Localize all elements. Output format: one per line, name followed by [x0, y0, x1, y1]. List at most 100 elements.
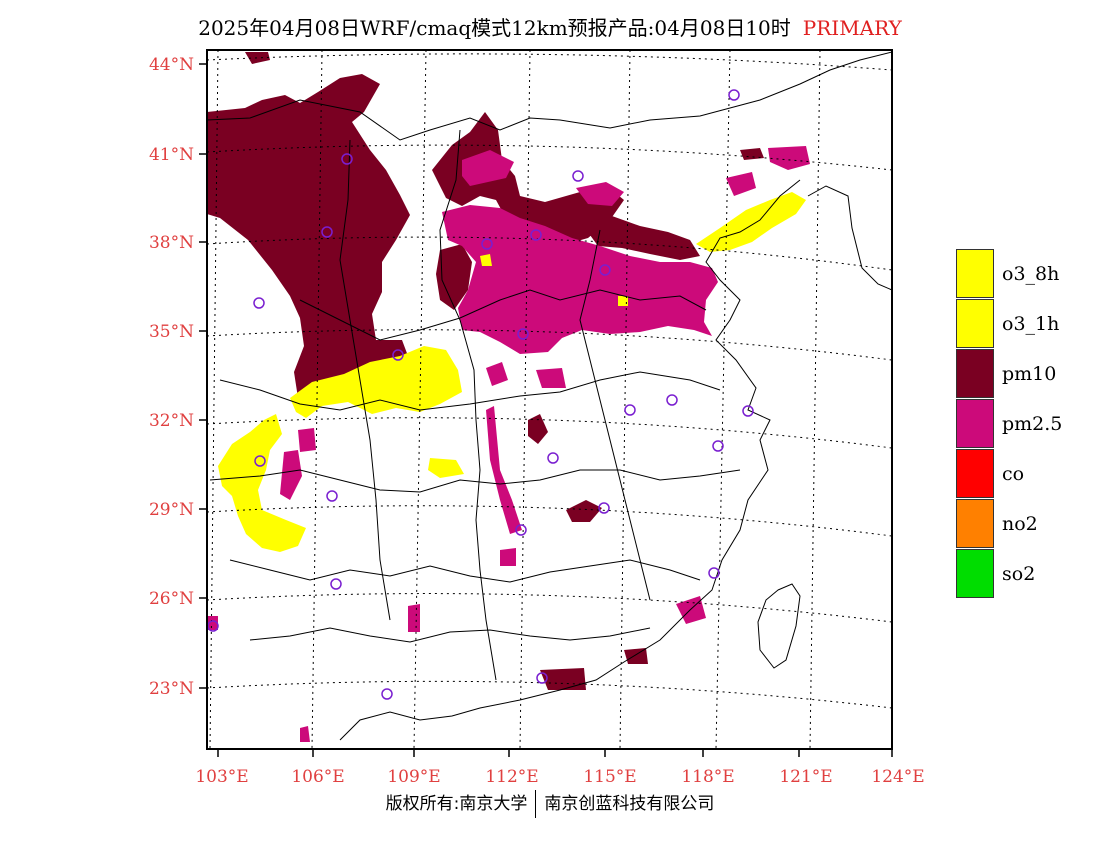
o3-area-shaanxi: [290, 346, 462, 418]
station-marker: [572, 170, 584, 182]
province-line-5: [249, 627, 651, 643]
pm25-area-inner-mongolia: [462, 150, 514, 186]
o3-area-bohai: [696, 192, 806, 252]
station-marker: [728, 89, 740, 101]
copyright-owner: 版权所有:南京大学: [385, 794, 528, 814]
station-marker: [599, 264, 611, 276]
pm25-area-south-coast: [300, 726, 310, 742]
pollutant-tag: PRIMARY: [802, 16, 902, 40]
copyright-footer: 版权所有:南京大学 南京创蓝科技有限公司: [0, 789, 1100, 818]
pm10-area-guangdong-coast: [540, 668, 586, 690]
legend-swatch: [956, 549, 994, 598]
province-line-v3: [339, 139, 391, 621]
pm25-area-liaoning: [726, 172, 756, 196]
province-line-2: [219, 371, 721, 411]
pm10-area-hunan: [566, 500, 602, 522]
pm25-area-guangxi: [408, 604, 420, 632]
pm10-area-mongolia: [245, 52, 270, 64]
o3-area-shandong-spot: [618, 296, 628, 306]
station-marker: [326, 490, 338, 502]
pm25-area-liaoning-east: [768, 146, 810, 170]
station-marker: [254, 455, 266, 467]
lon-label: 109°E: [387, 767, 440, 787]
station-marker: [742, 405, 754, 417]
province-line-3: [209, 469, 741, 493]
legend-label: so2: [1002, 563, 1036, 585]
station-marker: [712, 440, 724, 452]
lat-label: 26°N: [149, 589, 194, 609]
pm25-area-henan: [486, 362, 508, 386]
legend-label: o3_8h: [1002, 263, 1060, 285]
o3-area-sichuan: [218, 414, 306, 552]
lon-label: 103°E: [195, 767, 248, 787]
boundaries: [207, 51, 892, 741]
legend-swatch: [956, 249, 994, 298]
pm10-area-hubei: [528, 414, 548, 444]
legend-swatch: [956, 299, 994, 348]
lon-label: 112°E: [485, 767, 538, 787]
station-markers: [207, 89, 754, 700]
pm10-area-north: [432, 112, 624, 246]
station-marker: [536, 672, 548, 684]
pm25-area-sichuan: [280, 450, 302, 500]
legend-label: co: [1002, 463, 1025, 485]
legend-label: no2: [1002, 513, 1038, 535]
footer-divider: [535, 790, 537, 818]
station-marker: [515, 524, 527, 536]
lat-label: 41°N: [149, 145, 194, 165]
station-marker: [381, 688, 393, 700]
lon-label: 106°E: [291, 767, 344, 787]
pm10-area-guangdong: [624, 648, 648, 664]
lat-label: 35°N: [149, 322, 194, 342]
pm10-area-hebei: [582, 216, 700, 260]
latitude-labels: 44°N 41°N 38°N 35°N 32°N 29°N 26°N 23°N: [149, 55, 194, 699]
station-marker: [253, 297, 265, 309]
lat-label: 44°N: [149, 55, 194, 75]
station-marker: [517, 328, 529, 340]
station-marker: [598, 502, 610, 514]
station-marker: [530, 229, 542, 241]
pm25-area-hunan-south: [500, 548, 516, 566]
pm25-area-north-china: [442, 205, 718, 354]
station-marker: [624, 404, 636, 416]
lat-label: 32°N: [149, 411, 194, 431]
coastline: [339, 179, 801, 741]
station-marker: [547, 452, 559, 464]
legend-swatch: [956, 349, 994, 398]
pm25-area-beijing: [576, 182, 624, 206]
pm10-area-liaoning: [740, 148, 764, 160]
station-marker: [321, 226, 333, 238]
legend-swatch: [956, 399, 994, 448]
station-marker: [330, 578, 342, 590]
lon-label: 118°E: [681, 767, 734, 787]
legend-label: pm2.5: [1002, 413, 1063, 435]
pm25-area-anhui: [536, 368, 566, 388]
lat-label: 23°N: [149, 679, 194, 699]
legend-label: o3_1h: [1002, 313, 1060, 335]
province-line-v2: [579, 229, 651, 601]
lon-label: 124°E: [871, 767, 924, 787]
pm25-area-chongqing: [298, 428, 316, 452]
o3-area-hubei-west: [428, 458, 464, 478]
longitude-labels: 103°E 106°E 109°E 112°E 115°E 118°E 121°…: [195, 767, 924, 787]
lat-label: 38°N: [149, 233, 194, 253]
pm10-area-northwest: [207, 74, 410, 414]
northern-border: [207, 51, 892, 141]
station-marker: [341, 153, 353, 165]
province-line-v1: [439, 129, 497, 681]
legend-swatch: [956, 449, 994, 498]
province-line-1: [299, 289, 707, 341]
pm25-area-hainan-north: [208, 616, 218, 630]
lon-label: 121°E: [779, 767, 832, 787]
province-line-4: [229, 559, 701, 583]
map-title: 2025年04月08日WRF/cmaq模式12km预报产品:04月08日10时 P…: [0, 12, 1100, 41]
station-marker: [666, 394, 678, 406]
korea-outline: [807, 185, 892, 291]
o3-area-henan-spot: [480, 254, 492, 266]
lat-label: 29°N: [149, 500, 194, 520]
lon-label: 115°E: [583, 767, 636, 787]
map-title-main: 2025年04月08日WRF/cmaq模式12km预报产品:04月08日10时: [198, 16, 791, 40]
station-marker: [708, 567, 720, 579]
pm10-area-shanxi: [436, 244, 472, 310]
